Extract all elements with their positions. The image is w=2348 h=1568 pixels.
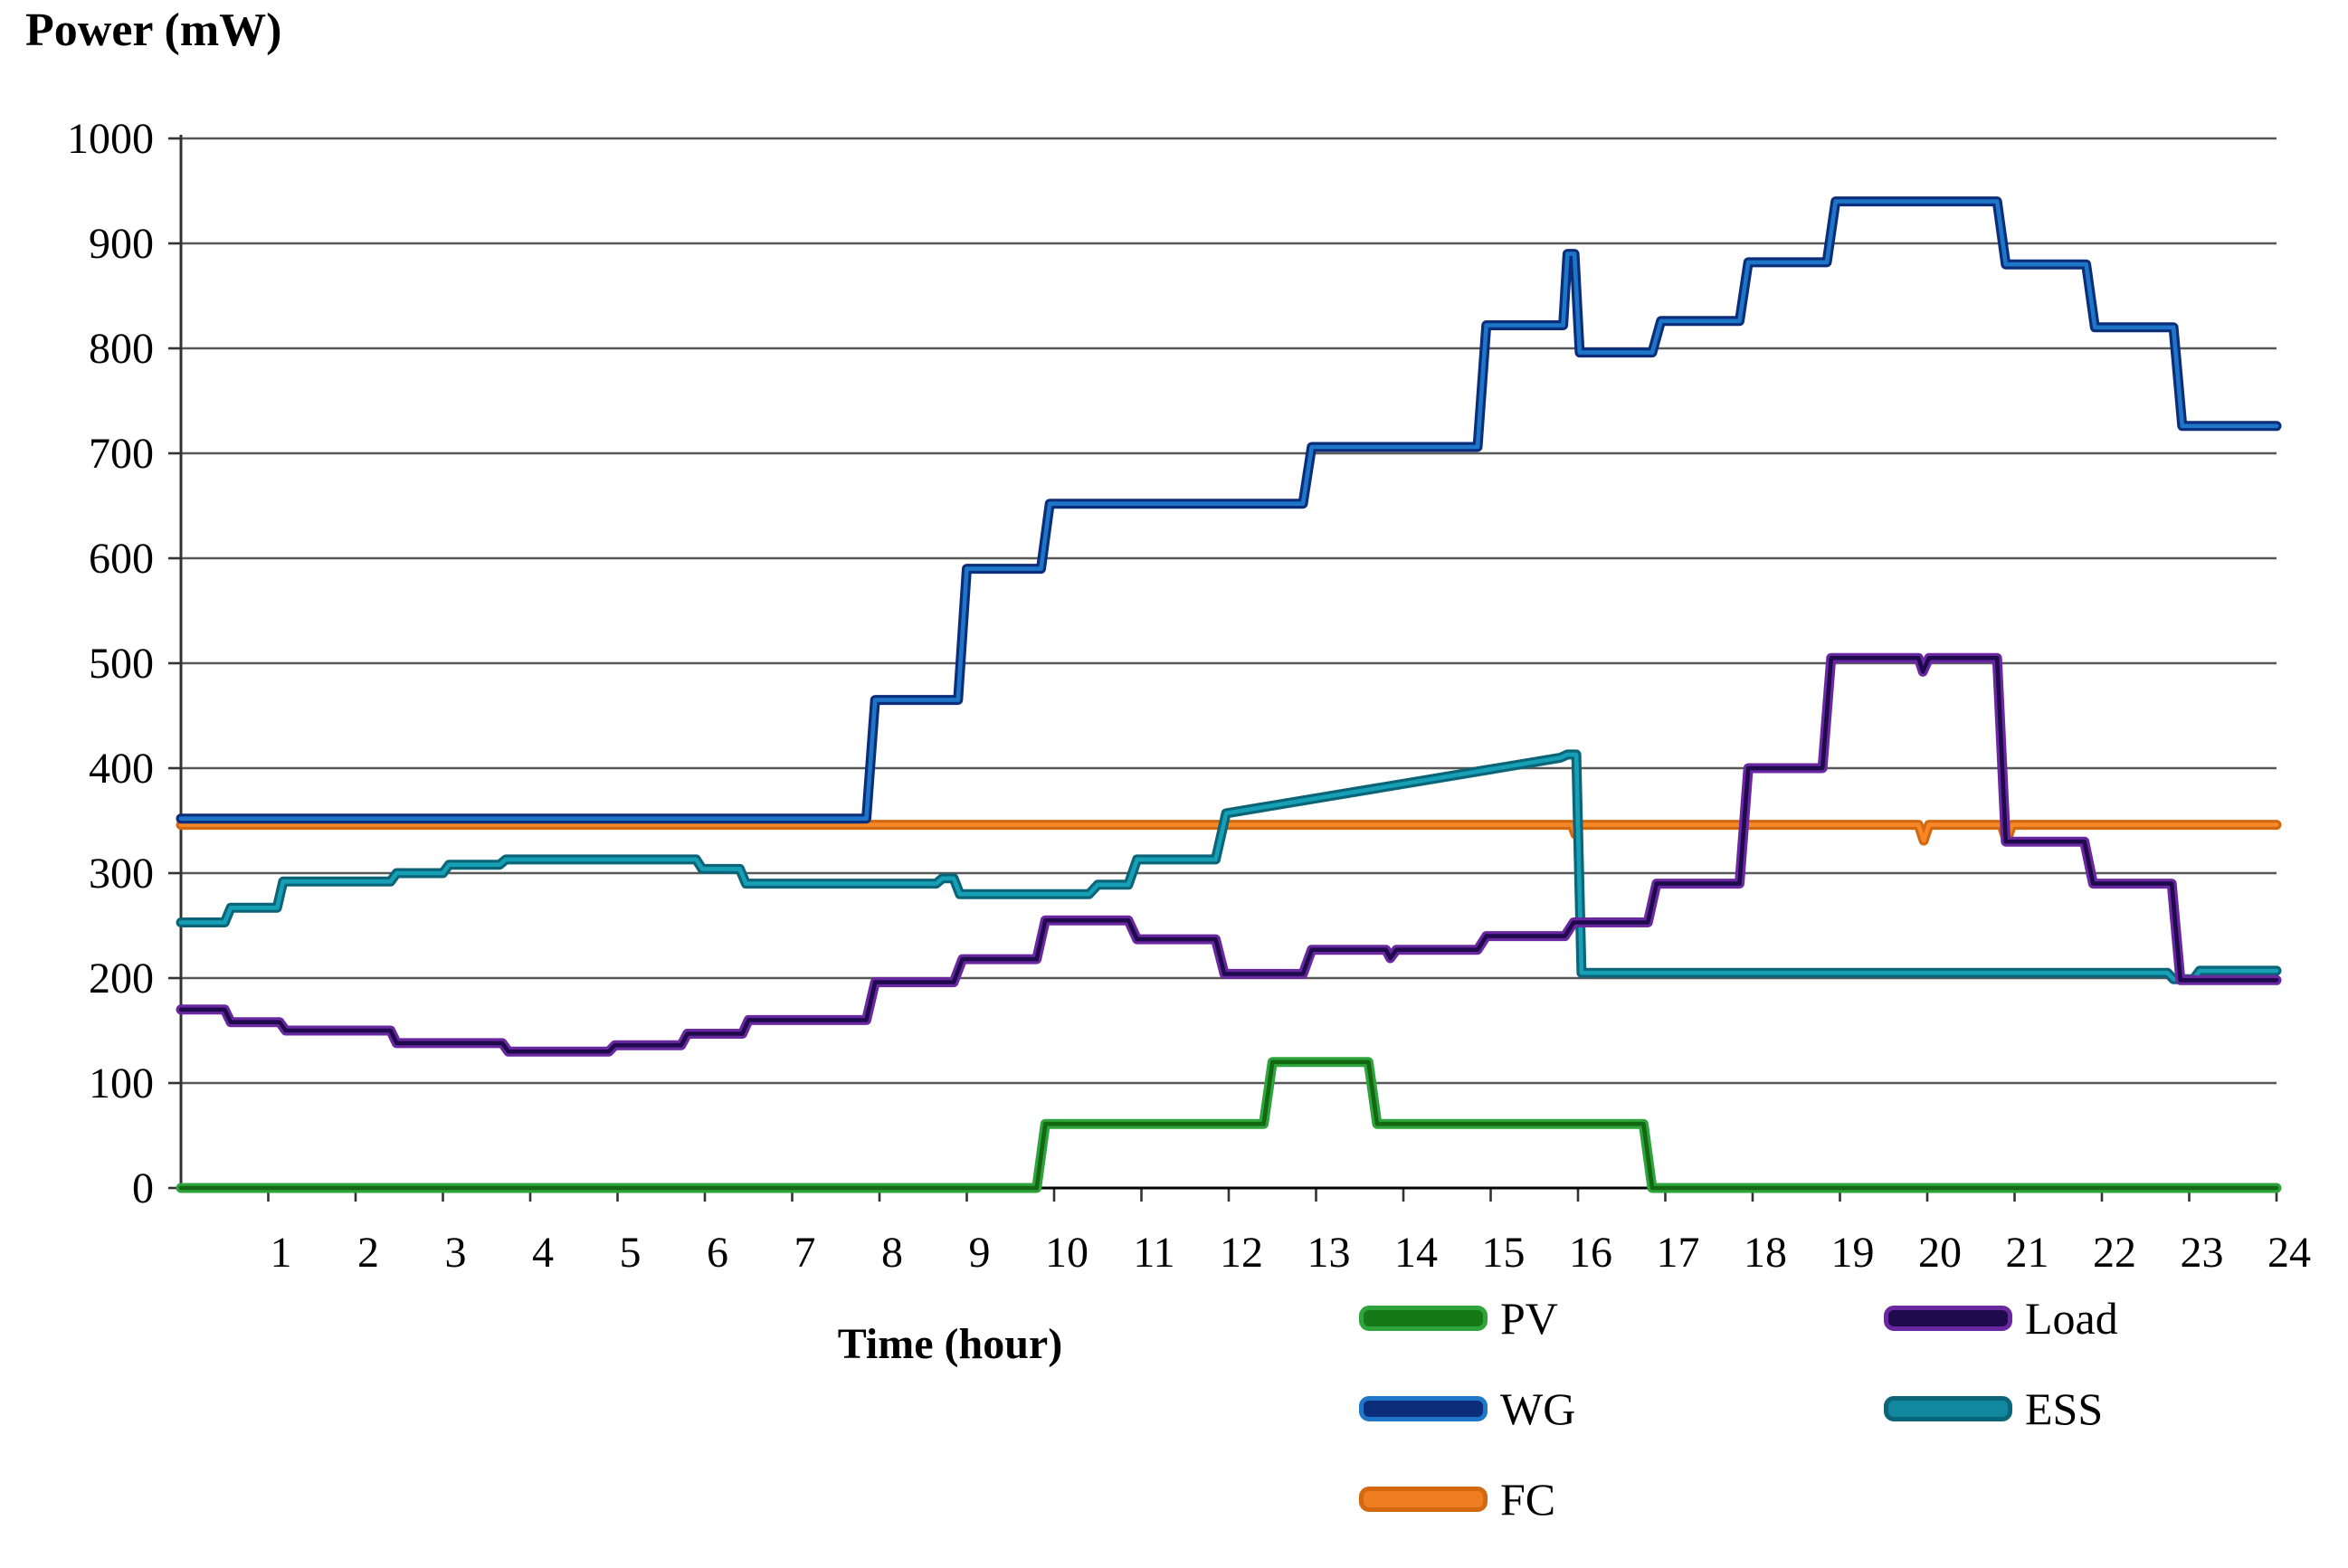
x-tick-label-8: 8	[881, 1229, 903, 1277]
x-tick-label-10: 10	[1045, 1229, 1088, 1277]
y-tick-label-500: 500	[89, 640, 154, 688]
y-tick-label-100: 100	[89, 1060, 154, 1107]
x-tick-label-21: 21	[2006, 1229, 2049, 1277]
x-tick-label-12: 12	[1220, 1229, 1263, 1277]
y-tick-label-0: 0	[132, 1164, 154, 1212]
x-tick-label-4: 4	[532, 1229, 554, 1277]
y-tick-label-300: 300	[89, 850, 154, 898]
x-tick-label-5: 5	[620, 1229, 642, 1277]
x-tick-label-24: 24	[2267, 1229, 2311, 1277]
x-axis-title: Time (hour)	[837, 1320, 1063, 1368]
x-tick-label-19: 19	[1831, 1229, 1875, 1277]
series-ESS-edge	[176, 749, 2282, 984]
x-tick-label-14: 14	[1394, 1229, 1438, 1277]
series-Load-core	[178, 655, 2279, 1054]
series-FC-edge	[176, 820, 2282, 846]
y-tick-label-700: 700	[89, 430, 154, 478]
y-tick-label-200: 200	[89, 955, 154, 1003]
x-tick-label-3: 3	[445, 1229, 467, 1277]
x-tick-label-7: 7	[794, 1229, 816, 1277]
series-ESS-core	[178, 752, 2279, 982]
x-tick-label-6: 6	[707, 1229, 728, 1277]
x-tick-label-20: 20	[1918, 1229, 1962, 1277]
x-tick-label-13: 13	[1307, 1229, 1351, 1277]
x-tick-label-18: 18	[1744, 1229, 1787, 1277]
y-axis-title: Power (mW)	[25, 5, 282, 56]
y-tick-label-900: 900	[89, 220, 154, 268]
x-tick-label-15: 15	[1482, 1229, 1526, 1277]
x-tick-label-23: 23	[2181, 1229, 2224, 1277]
x-tick-label-9: 9	[969, 1229, 991, 1277]
series-WG-edge	[176, 196, 2282, 824]
series-Load-edge	[176, 652, 2282, 1057]
x-tick-label-11: 11	[1133, 1229, 1174, 1277]
x-tick-label-16: 16	[1569, 1229, 1612, 1277]
y-tick-label-1000: 1000	[67, 115, 154, 163]
y-tick-label-400: 400	[89, 745, 154, 793]
y-tick-label-600: 600	[89, 535, 154, 583]
x-tick-label-1: 1	[271, 1229, 292, 1277]
x-tick-label-17: 17	[1657, 1229, 1700, 1277]
y-tick-label-800: 800	[89, 325, 154, 373]
x-tick-label-22: 22	[2093, 1229, 2136, 1277]
series-PV-core	[178, 1060, 2279, 1191]
x-tick-label-2: 2	[357, 1229, 379, 1277]
series-WG-core	[178, 199, 2279, 822]
